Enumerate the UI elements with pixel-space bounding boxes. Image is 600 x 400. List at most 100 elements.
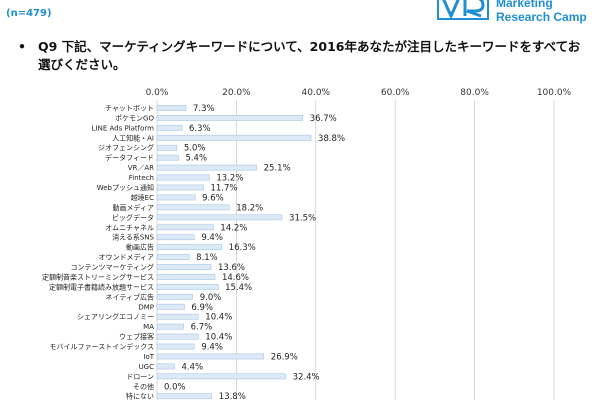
value-label: 6.7% [191,323,213,333]
category-label: コンテンツマーケティング [71,263,154,272]
category-label: UGC [139,363,155,371]
bar [156,194,196,201]
bar [156,224,214,231]
bar [156,115,303,121]
bar [156,303,185,310]
bar [156,333,199,340]
bar [156,134,312,141]
value-label: 9.6% [202,193,224,203]
value-label: 13.6% [218,263,245,273]
category-label: オウンドメディア [98,253,154,262]
value-label: 16.3% [229,243,256,253]
category-label: ウェブ接客 [119,332,154,341]
x-tick-label: 80.0% [460,88,489,98]
x-tick-label: 20.0% [222,88,251,98]
category-label: 人工知能・AI [112,133,154,142]
bar [156,174,210,181]
category-label: VR／AR [128,164,154,172]
category-label: MA [143,323,154,331]
category-label: 定額制電子書籍読み放題サービス [49,282,154,291]
value-label: 9.4% [201,343,223,353]
bar [156,283,219,290]
category-label: DMP [138,303,154,311]
bar [156,184,204,191]
bar [156,274,216,280]
value-label: 6.9% [191,303,213,313]
bar [156,204,230,211]
bar [156,105,187,111]
bar [156,154,179,161]
value-label: 10.4% [205,313,232,323]
bar [156,363,175,370]
category-label: ポケモンGO [115,114,154,122]
category-label: 越境EC [131,193,154,202]
category-label: シェアリングエコノミー [77,312,154,321]
value-label: 4.4% [181,362,203,372]
bar [156,313,199,320]
category-label: チャットボット [105,104,154,112]
bar [156,124,183,131]
top-band [0,0,600,6]
x-tick-label: 100.0% [537,88,572,98]
value-label: 10.4% [205,333,232,343]
category-label: 動画広告 [126,243,154,252]
logo-line-1: Marketing [496,0,553,10]
category-label: Webプッシュ通知 [97,183,154,192]
category-label: 消える系SNS [112,233,154,242]
value-label: 14.6% [222,273,249,283]
category-label: オムニチャネル [105,224,154,232]
value-label: 5.4% [185,154,207,164]
value-label: 13.2% [216,174,243,184]
value-label: 6.3% [189,124,211,134]
category-label: データフィード [105,153,154,162]
category-label: 特にない [126,392,154,400]
bar [156,164,257,171]
value-label: 5.0% [184,144,206,154]
value-label: 9.4% [201,233,223,243]
value-label: 15.4% [225,283,252,293]
category-label: その他 [133,382,154,391]
category-label: 動画メディア [112,203,154,212]
value-label: 8.1% [196,253,218,263]
bar [156,244,223,251]
category-label: Fintech [129,174,154,182]
value-label: 14.2% [220,223,247,233]
category-label: 定額制音楽ストリーミングサービス [42,272,154,281]
value-label: 13.8% [219,392,246,400]
category-label: LINE Ads Platform [92,124,155,132]
logo-text: Marketing Research Camp [496,0,587,24]
bar [156,144,178,151]
value-label: 31.5% [289,213,316,223]
x-tick-label: 40.0% [302,88,331,98]
value-label: 38.8% [318,134,345,144]
category-label: モバイルファーストインデックス [50,342,154,351]
value-label: 36.7% [310,114,337,124]
value-label: 7.3% [193,104,215,114]
category-label: ドローン [126,373,154,381]
value-label: 18.2% [236,203,263,213]
x-tick-label: 0.0% [146,88,169,98]
bar [156,343,195,350]
value-label: 11.7% [210,183,237,193]
value-label: 0.0% [164,382,186,392]
bar [156,234,195,241]
value-label: 9.0% [200,293,222,303]
value-label: 25.1% [264,164,291,174]
bar [156,393,213,400]
bar [156,323,184,330]
bar [156,264,212,270]
sample-size-label: (n=479) [6,8,52,19]
value-label: 26.9% [271,352,298,362]
bar [156,254,190,260]
x-tick-label: 60.0% [381,88,410,98]
bar [156,214,283,221]
bar [156,353,265,360]
logo-line-2: Research Camp [496,10,587,24]
category-label: ネイティブ広告 [106,292,154,301]
bullet: • [18,39,26,54]
category-label: ジオフェンシング [98,143,154,152]
question-block: • Q9 下記、マーケティングキーワードについて、2016年あなたが注目したキー… [18,38,588,74]
category-label: ビッグデータ [112,213,154,222]
bar [156,373,286,380]
